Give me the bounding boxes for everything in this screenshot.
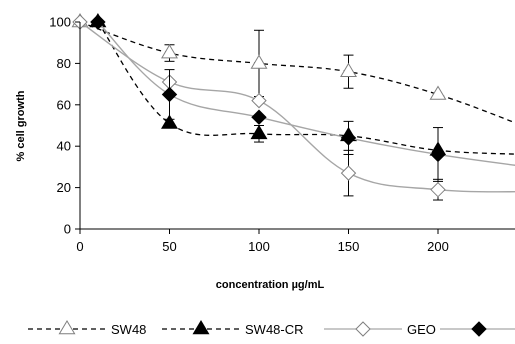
legend-marker	[471, 321, 487, 337]
x-tick-label: 50	[162, 239, 176, 254]
y-tick-label: 80	[57, 56, 71, 71]
axes	[79, 22, 515, 230]
x-tick-label: 200	[427, 239, 449, 254]
series-line	[97, 21, 515, 166]
data-point	[251, 92, 267, 109]
series-line	[97, 21, 515, 155]
legend-label: SW48	[111, 322, 146, 337]
data-point	[251, 109, 267, 125]
legend-label: SW48-CR	[245, 322, 304, 337]
tick-labels: 020406080100050100150200250	[49, 15, 449, 255]
data-point	[340, 165, 357, 181]
y-tick-label: 0	[64, 222, 71, 237]
y-tick-label: 100	[49, 15, 71, 30]
series-layer	[71, 13, 515, 201]
data-point	[161, 44, 178, 59]
legend-entry-geo-cr: GEO-CR	[440, 321, 515, 337]
data-point	[430, 146, 446, 163]
data-point	[250, 124, 268, 140]
y-tick-label: 60	[57, 97, 71, 112]
x-axis-title: concentration µg/mL	[216, 279, 325, 291]
data-point	[161, 114, 178, 129]
legend: SW48 SW48-CR GEO GEO-CR	[28, 320, 515, 337]
series-geo-cr	[90, 14, 515, 182]
data-point	[161, 86, 178, 103]
data-point	[430, 181, 446, 198]
series-line	[79, 21, 515, 124]
data-point	[340, 130, 357, 146]
data-point	[340, 62, 357, 77]
series-line	[79, 21, 515, 193]
y-tick-label: 40	[57, 139, 71, 154]
legend-marker	[58, 320, 76, 335]
series-geo	[72, 14, 515, 201]
data-point	[250, 54, 268, 69]
legend-entry-sw48-cr: SW48-CR	[162, 320, 304, 337]
data-point	[429, 85, 447, 100]
x-tick-label: 150	[338, 239, 360, 254]
legend-marker	[355, 321, 371, 337]
legend-marker	[192, 320, 210, 335]
legend-label: GEO	[407, 322, 436, 337]
data-point	[90, 14, 106, 30]
legend-entry-geo: GEO	[324, 321, 436, 337]
legend-entry-sw48: SW48	[28, 320, 146, 337]
series-sw48	[71, 13, 515, 124]
series-sw48-cr	[89, 13, 515, 156]
x-tick-label: 100	[248, 239, 270, 254]
x-tick-label: 0	[76, 239, 83, 254]
y-tick-label: 20	[57, 180, 71, 195]
y-axis-title: % cell growth	[15, 90, 27, 161]
